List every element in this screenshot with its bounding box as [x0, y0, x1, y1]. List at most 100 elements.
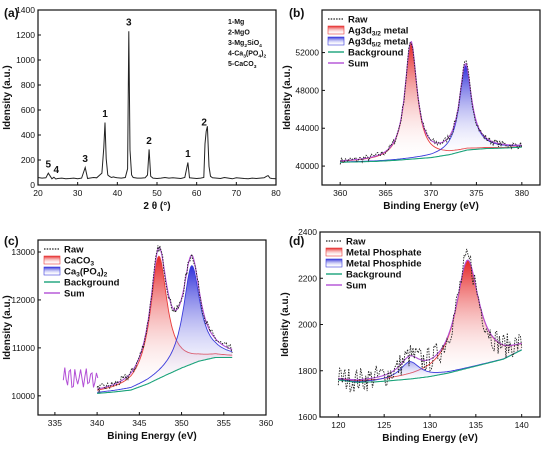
x-axis-label: Bining Energy (eV)	[107, 431, 196, 442]
y-tick-label: 52000	[295, 48, 319, 58]
y-tick-label: 400	[21, 130, 35, 140]
x-tick-label: 375	[469, 188, 483, 198]
peak-label: 1	[185, 149, 191, 160]
x-tick-label: 130	[423, 420, 437, 430]
xps-chart: 120 125 130 135 140 1600 1800 2000 2200 2400 Bindi…	[280, 227, 541, 444]
y-tick-label: 2000	[298, 320, 317, 330]
peak-fill	[338, 260, 522, 383]
peak-label: 1	[102, 109, 108, 120]
x-tick-label: 355	[217, 418, 231, 428]
legend-entry: Sum	[64, 289, 85, 300]
legend-entry: 4-Ca3(PO4)2	[228, 51, 266, 60]
xps-chart: 335 340 345 350 355 360 10000 11000 12000 13000 Bi…	[2, 234, 273, 442]
peak-label: 3	[126, 18, 132, 29]
y-axis-label: Idensity (a.u.)	[2, 295, 13, 359]
legend-swatch-fill	[327, 36, 345, 46]
x-tick-label: 350	[174, 418, 188, 428]
y-tick-label: 1800	[298, 366, 317, 376]
y-tick-label: 600	[21, 105, 35, 115]
y-tick-label: 1600	[298, 412, 317, 422]
raw-line	[337, 248, 523, 393]
x-tick-label: 380	[515, 188, 529, 198]
panel-label: (d)	[289, 234, 304, 248]
x-axis-label: Binding Energy (eV)	[382, 433, 478, 444]
panel-label: (c)	[4, 234, 19, 248]
legend-entry: Sum	[348, 59, 369, 70]
legend-entry: Background	[64, 278, 120, 289]
legend-entry: Ca3(PO4)2	[64, 267, 108, 279]
y-tick-label: 1200	[16, 30, 35, 40]
legend-swatch-fill	[325, 258, 343, 268]
y-tick-label: 11000	[12, 343, 35, 353]
x-tick-label: 335	[48, 418, 62, 428]
peak-label: 4	[53, 165, 59, 176]
y-axis-label: Idensity (a.u.)	[282, 65, 293, 129]
legend-entry: Metal Phosphate	[346, 248, 422, 259]
plot-frame	[37, 239, 267, 416]
x-tick-label: 125	[377, 420, 391, 430]
legend-entry: Background	[348, 48, 404, 59]
x-tick-label: 140	[515, 420, 529, 430]
y-tick-label: 800	[21, 80, 35, 90]
y-tick-label: 2400	[298, 227, 317, 237]
peak-fill	[340, 65, 522, 163]
legend-entry: 5-CaCO3	[228, 61, 257, 70]
peak-label: 2	[146, 136, 152, 147]
y-tick-label: 1400	[16, 5, 35, 15]
legend-swatch-fill	[327, 25, 345, 35]
peak-fill	[338, 349, 522, 383]
legend-swatch-fill	[325, 247, 343, 257]
y-tick-label: 48000	[295, 85, 319, 95]
legend-entry: Metal Phosphide	[346, 259, 421, 270]
x-tick-label: 80	[271, 188, 281, 198]
legend-entry: Ag3d5/2 metal	[348, 37, 408, 49]
legend-entry: 3-Mg2SiO4	[228, 40, 262, 49]
y-tick-label: 40000	[295, 161, 319, 171]
x-axis-label: Binding Energy (eV)	[383, 201, 479, 212]
x-tick-label: 40	[113, 188, 123, 198]
legend-entry: Ag3d3/2 metal	[348, 26, 408, 38]
legend-entry: Raw	[64, 245, 84, 256]
x-tick-label: 120	[331, 420, 345, 430]
panel-label: (b)	[289, 6, 304, 20]
y-tick-label: 10000	[11, 391, 35, 401]
y-tick-label: 12000	[11, 295, 35, 305]
peak-label: 5	[46, 160, 52, 171]
raw-line	[339, 41, 523, 165]
y-axis-label: Idensity (a.u.)	[2, 65, 13, 129]
x-tick-label: 50	[152, 188, 162, 198]
x-tick-label: 360	[333, 188, 347, 198]
x-tick-label: 20	[33, 188, 43, 198]
x-tick-label: 60	[192, 188, 202, 198]
legend-entry: Raw	[346, 237, 366, 248]
background-line	[338, 349, 522, 383]
xrd-line	[37, 31, 277, 180]
y-tick-label: 200	[21, 155, 35, 165]
x-tick-label: 135	[469, 420, 483, 430]
sum-tail-line	[62, 367, 99, 389]
x-axis-label: 2 θ (°)	[143, 201, 170, 212]
legend-entry: 1-Mg	[228, 19, 244, 26]
legend-swatch-fill	[43, 255, 61, 265]
peak-label: 2	[201, 118, 207, 129]
x-tick-label: 345	[132, 418, 146, 428]
legend-entry: Background	[346, 270, 402, 281]
y-axis-label: Idensity (a.u.)	[280, 292, 291, 356]
x-tick-label: 360	[259, 418, 273, 428]
x-tick-label: 370	[424, 188, 438, 198]
legend-entry: Sum	[346, 281, 367, 292]
legend-entry: 2-MgO	[228, 30, 250, 37]
peak-fill	[97, 265, 233, 394]
legend-swatch-fill	[43, 266, 61, 276]
peak-label: 3	[82, 154, 88, 165]
x-tick-label: 340	[90, 418, 104, 428]
peak-outline	[97, 265, 233, 393]
y-tick-label: 44000	[295, 123, 319, 133]
legend-entry: CaCO3	[64, 256, 94, 268]
x-tick-label: 365	[378, 188, 392, 198]
y-tick-label: 13000	[11, 247, 35, 257]
xps-chart: 360 365 370 375 380 40000 44000 48000 52000 Bindi…	[282, 6, 541, 212]
y-tick-label: 1000	[16, 55, 35, 65]
background-line	[97, 356, 233, 394]
